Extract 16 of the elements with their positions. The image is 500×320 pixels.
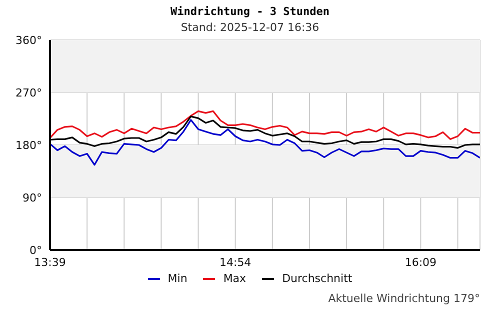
x-tick-label: 14:54	[219, 256, 252, 269]
x-tick-label: 13:39	[34, 256, 66, 269]
legend-label: Min	[166, 272, 188, 285]
y-tick-label: 0°	[30, 244, 42, 257]
chart-subtitle: Stand: 2025-12-07 16:36	[180, 21, 320, 34]
y-tick-label: 270°	[16, 86, 42, 100]
chart-title: Windrichtung - 3 Stunden	[170, 5, 330, 18]
text: Aktuelle Windrichtung 179°	[328, 292, 480, 305]
x-tick-label: 16:09	[404, 256, 437, 269]
legend-label: Max	[222, 272, 246, 285]
y-tick-label: 360°	[16, 34, 42, 47]
line-series	[50, 119, 480, 166]
y-tick-label: 90°	[22, 191, 42, 204]
y-tick-label: 180°	[16, 138, 42, 152]
line-series	[50, 110, 480, 140]
legend-label: Durchschnitt	[281, 272, 352, 285]
